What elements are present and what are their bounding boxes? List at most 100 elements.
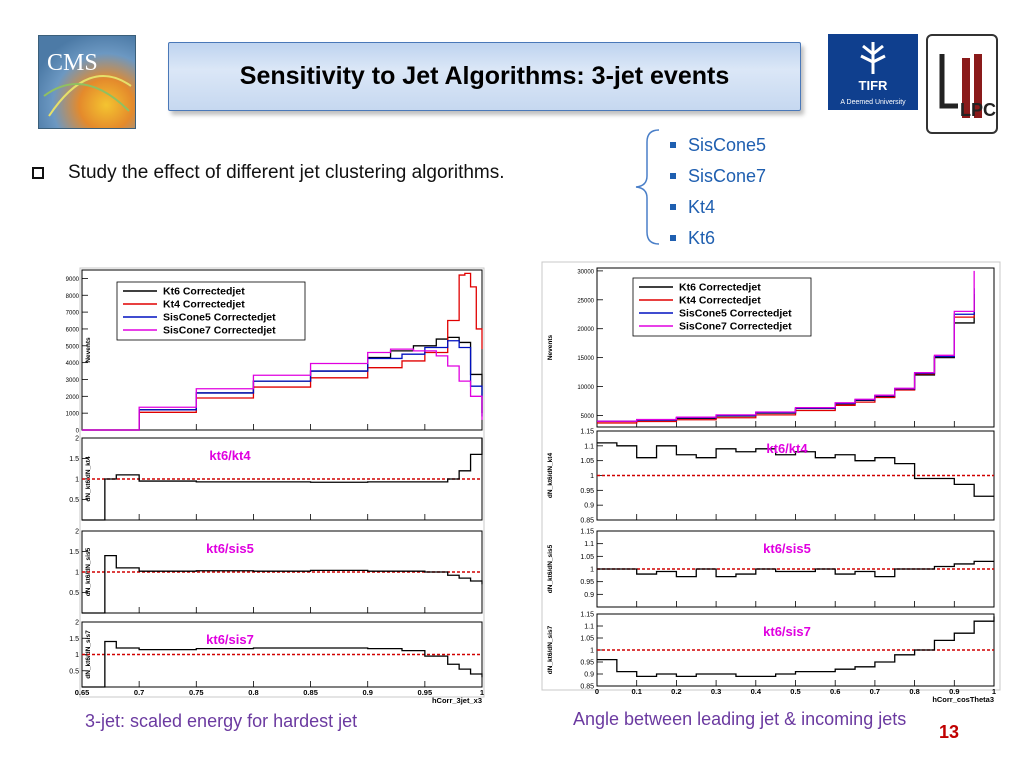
x-tick-label: 0.9	[949, 687, 959, 696]
y-tick-label: 0.9	[584, 672, 594, 679]
y-axis-label: Nevents	[547, 334, 554, 360]
x-tick-label: 0.7	[870, 687, 880, 696]
square-bullet-icon	[670, 203, 676, 210]
algorithm-list: SisCone5 SisCone7 Kt4 Kt6	[670, 129, 766, 253]
legend-entry: Kt6 Correctedjet	[163, 286, 245, 298]
y-tick-label: 1.1	[584, 624, 594, 631]
y-tick-label: 0.5	[69, 668, 79, 675]
y-tick-label: 1.05	[580, 636, 594, 643]
y-tick-label: 3000	[66, 378, 80, 384]
y-tick-label: 2	[75, 436, 79, 443]
square-bullet-icon	[670, 234, 676, 241]
x-tick-label: 0	[595, 687, 599, 696]
checkbox-bullet-icon	[32, 167, 44, 179]
lpc-logo: LPC	[926, 34, 998, 134]
list-item: Kt6	[670, 222, 766, 253]
x-tick-label: 0.4	[751, 687, 762, 696]
main-panel: 0 1000 2000 3000 4000 5000 6000 7000 8000 9000 Nev…	[66, 269, 483, 435]
y-tick-label: 1.05	[580, 458, 594, 465]
y-tick-label: 2000	[66, 395, 80, 401]
x-tick-label: 0.85	[303, 688, 318, 697]
y-tick-label: 1.1	[584, 541, 594, 548]
y-tick-label: 1.1	[584, 443, 594, 450]
y-tick-label: 1.15	[580, 429, 594, 436]
legend-entry: SisCone5 Correctedjet	[679, 308, 792, 320]
y-tick-label: 8000	[66, 294, 80, 300]
y-tick-label: 5000	[66, 344, 80, 350]
y-tick-label: 20000	[577, 327, 594, 333]
x-tick-label: 0.75	[189, 688, 204, 697]
ratio-line	[597, 442, 994, 497]
panel-frame	[81, 269, 483, 431]
x-tick-label: 0.95	[418, 688, 433, 697]
y-tick-label: 0.5	[69, 590, 79, 597]
x-tick-label: 0.8	[909, 687, 919, 696]
x-axis-label: hCorr_3jet_x3	[432, 696, 482, 705]
y-tick-label: 1.15	[580, 529, 594, 536]
legend-entry: SisCone5 Correctedjet	[163, 312, 276, 324]
ratio-panel: 0.85 0.9 0.95 1 1.05 1.1 1.15 dN_kt6/dN_sis7 kt6…	[547, 612, 996, 705]
x-axis-label: hCorr_cosTheta3	[932, 695, 994, 704]
y-tick-label: 0.5	[69, 497, 79, 504]
y-axis-label: Nevents	[85, 337, 92, 363]
slide-title-box: Sensitivity to Jet Algorithms: 3-jet eve…	[168, 42, 801, 111]
legend-entry: Kt4 Correctedjet	[163, 299, 245, 311]
y-tick-label: 6000	[66, 327, 80, 333]
ratio-label: kt6/sis5	[763, 541, 811, 556]
y-tick-label: 1.05	[580, 554, 594, 561]
list-item: SisCone5	[670, 129, 766, 160]
ratio-label: kt6/kt4	[766, 441, 808, 456]
y-tick-label: 1	[75, 477, 79, 484]
bullet-point: Study the effect of different jet cluste…	[32, 162, 505, 184]
ratio-line	[82, 438, 483, 521]
y-tick-label: 0.85	[580, 684, 594, 691]
ratio-label: kt6/kt4	[209, 448, 251, 463]
y-tick-label: 1	[590, 648, 594, 655]
ratio-line	[597, 560, 994, 578]
y-tick-label: 25000	[577, 298, 594, 304]
y-axis-label: dN_kt6/dN_sis7	[547, 625, 554, 674]
tifr-logo-subtext: A Deemed University	[840, 99, 906, 106]
square-bullet-icon	[670, 141, 676, 148]
caption-left: 3-jet: scaled energy for hardest jet	[85, 711, 358, 731]
y-tick-label: 0.85	[580, 518, 594, 525]
ratio-label: kt6/sis7	[206, 632, 254, 647]
ratio-line	[82, 640, 483, 688]
ratio-panel: 0.9 0.95 1 1.05 1.1 1.15 dN_kt6/dN_sis5 kt6/sis…	[547, 529, 995, 608]
cms-logo: CMS	[38, 35, 136, 129]
chart-1: 0 1000 2000 3000 4000 5000 6000 7000 8000 9000 Nev…	[66, 267, 485, 706]
y-tick-label: 1.15	[580, 612, 594, 619]
main-panel: 5000 10000 15000 20000 25000 30000 Nevents Kt6 …	[547, 267, 995, 428]
x-tick-label: 0.1	[631, 687, 641, 696]
y-tick-label: 7000	[66, 311, 80, 317]
y-tick-label: 0.95	[580, 579, 594, 586]
y-tick-label: 1.5	[69, 636, 79, 643]
y-tick-label: 1	[75, 652, 79, 659]
y-tick-label: 4000	[66, 361, 80, 367]
ratio-line	[82, 554, 483, 614]
series-line-4	[597, 270, 975, 422]
y-tick-label: 1	[590, 567, 594, 574]
tifr-logo-text: TIFR	[859, 78, 888, 93]
ratio-panel: 0.85 0.9 0.95 1 1.05 1.1 1.15 dN_kt6/dN_kt4 kt6/…	[547, 429, 995, 525]
x-tick-label: 0.6	[830, 687, 840, 696]
series-line-2	[82, 272, 483, 431]
y-axis-label: dN_kt6/dN_kt4	[547, 453, 554, 499]
y-tick-label: 1.5	[69, 549, 79, 556]
x-tick-label: 0.3	[711, 687, 721, 696]
chart-2: 5000 10000 15000 20000 25000 30000 Nevents Kt6 …	[541, 261, 1001, 705]
legend-entry: SisCone7 Correctedjet	[679, 321, 792, 333]
ratio-label: kt6/sis7	[763, 624, 811, 639]
y-tick-label: 2	[75, 529, 79, 536]
x-tick-label: 0.7	[134, 688, 144, 697]
x-tick-label: 1	[992, 687, 996, 696]
caption-right: Angle between leading jet & incoming jet…	[573, 709, 907, 729]
slide-title: Sensitivity to Jet Algorithms: 3-jet eve…	[239, 62, 730, 90]
y-tick-label: 10000	[577, 385, 594, 391]
